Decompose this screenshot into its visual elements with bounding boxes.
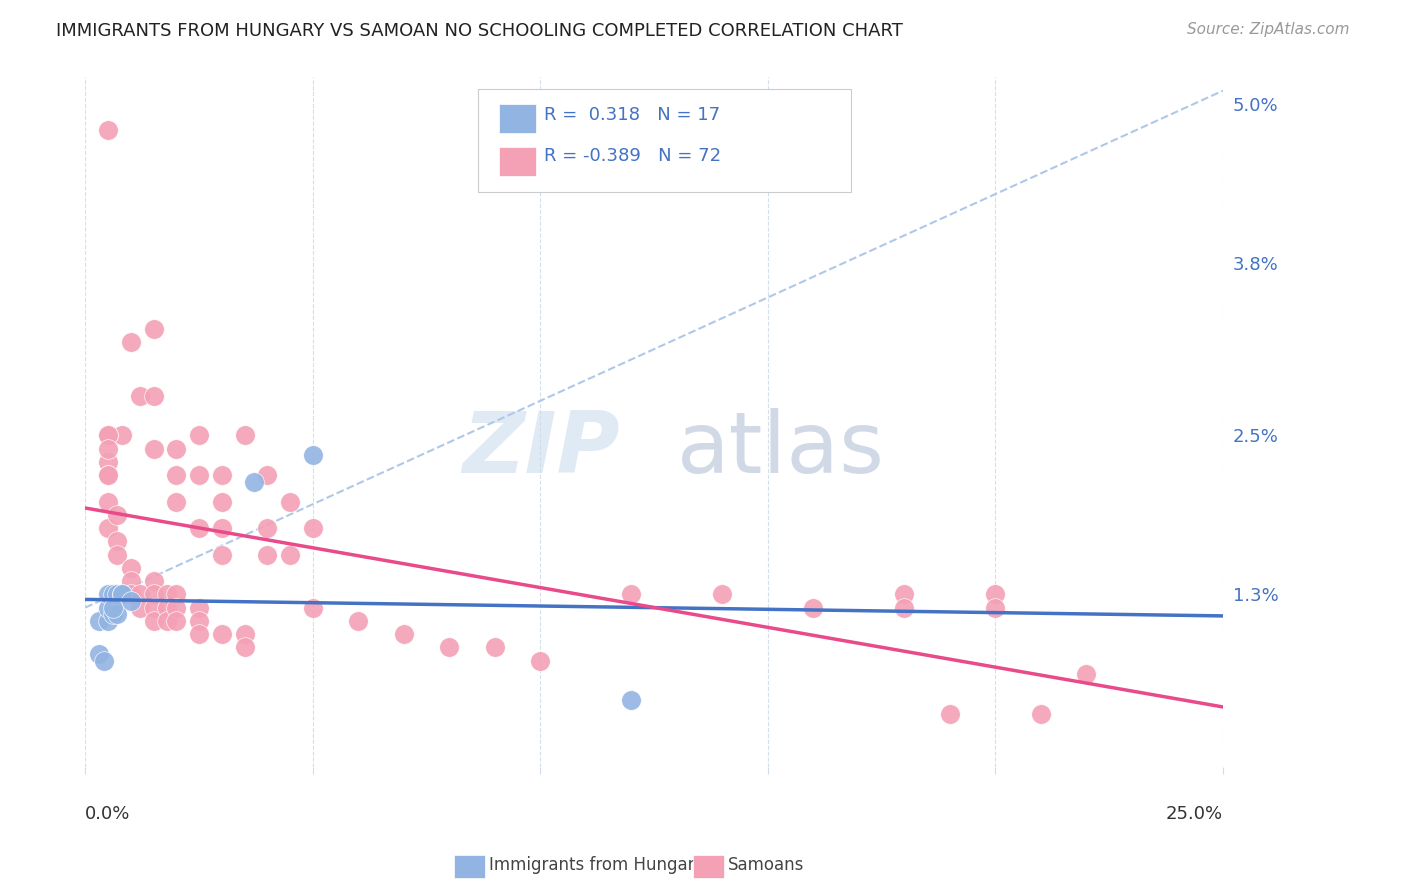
Point: [165, 494, 187, 508]
Point: [156, 587, 179, 601]
Point: [120, 594, 142, 608]
Point: [242, 475, 264, 489]
Point: [301, 521, 323, 535]
Point: [188, 600, 211, 615]
Point: [142, 614, 165, 628]
Point: [97, 600, 120, 615]
Point: [97, 521, 120, 535]
Point: [111, 428, 134, 442]
Point: [620, 587, 643, 601]
Point: [256, 548, 278, 562]
Point: [347, 614, 370, 628]
Point: [278, 494, 301, 508]
Point: [211, 494, 233, 508]
Point: [105, 607, 128, 622]
Point: [1076, 666, 1098, 681]
Point: [211, 468, 233, 483]
Point: [211, 627, 233, 641]
Point: [156, 614, 179, 628]
Point: [439, 640, 461, 655]
Point: [101, 607, 124, 622]
Point: [105, 534, 128, 549]
Point: [233, 627, 256, 641]
Point: [105, 508, 128, 522]
Text: Samoans: Samoans: [728, 856, 804, 874]
Point: [165, 468, 187, 483]
Point: [97, 468, 120, 483]
Point: [165, 587, 187, 601]
Point: [803, 600, 825, 615]
Point: [142, 587, 165, 601]
Point: [142, 574, 165, 588]
Point: [392, 627, 415, 641]
Point: [188, 614, 211, 628]
Point: [188, 428, 211, 442]
Point: [105, 587, 128, 601]
Point: [120, 561, 142, 575]
Text: 25.0%: 25.0%: [1166, 805, 1223, 823]
Point: [984, 587, 1007, 601]
Point: [256, 521, 278, 535]
Point: [156, 600, 179, 615]
Point: [711, 587, 734, 601]
Point: [120, 587, 142, 601]
Point: [97, 428, 120, 442]
Point: [301, 600, 323, 615]
Text: atlas: atlas: [676, 408, 884, 491]
Point: [142, 442, 165, 456]
Text: R =  0.318   N = 17: R = 0.318 N = 17: [544, 106, 720, 124]
Point: [165, 442, 187, 456]
Point: [165, 600, 187, 615]
Point: [111, 587, 134, 601]
Point: [105, 548, 128, 562]
Point: [142, 388, 165, 402]
Point: [101, 600, 124, 615]
Text: Source: ZipAtlas.com: Source: ZipAtlas.com: [1187, 22, 1350, 37]
Point: [893, 600, 915, 615]
Point: [87, 647, 110, 661]
Point: [188, 521, 211, 535]
Point: [620, 693, 643, 707]
Point: [188, 468, 211, 483]
Point: [97, 123, 120, 137]
Point: [233, 640, 256, 655]
Point: [893, 587, 915, 601]
Point: [101, 587, 124, 601]
Point: [188, 627, 211, 641]
Point: [97, 494, 120, 508]
Point: [97, 614, 120, 628]
Point: [97, 587, 120, 601]
Point: [120, 335, 142, 350]
Point: [87, 614, 110, 628]
Point: [111, 587, 134, 601]
Text: IMMIGRANTS FROM HUNGARY VS SAMOAN NO SCHOOLING COMPLETED CORRELATION CHART: IMMIGRANTS FROM HUNGARY VS SAMOAN NO SCH…: [56, 22, 903, 40]
Point: [129, 388, 152, 402]
Text: Immigrants from Hungary: Immigrants from Hungary: [489, 856, 704, 874]
Point: [129, 587, 152, 601]
Text: 0.0%: 0.0%: [86, 805, 131, 823]
Point: [211, 548, 233, 562]
Point: [97, 468, 120, 483]
Point: [256, 468, 278, 483]
Point: [142, 600, 165, 615]
Point: [484, 640, 506, 655]
Text: R = -0.389   N = 72: R = -0.389 N = 72: [544, 147, 721, 165]
Point: [301, 448, 323, 462]
Point: [278, 548, 301, 562]
Point: [165, 614, 187, 628]
Point: [1029, 706, 1052, 721]
Text: ZIP: ZIP: [463, 408, 620, 491]
Point: [939, 706, 962, 721]
Point: [93, 654, 115, 668]
Point: [97, 428, 120, 442]
Point: [120, 574, 142, 588]
Point: [984, 600, 1007, 615]
Point: [233, 428, 256, 442]
Point: [97, 442, 120, 456]
Point: [529, 654, 551, 668]
Point: [211, 521, 233, 535]
Point: [97, 455, 120, 469]
Point: [129, 600, 152, 615]
Point: [142, 322, 165, 336]
